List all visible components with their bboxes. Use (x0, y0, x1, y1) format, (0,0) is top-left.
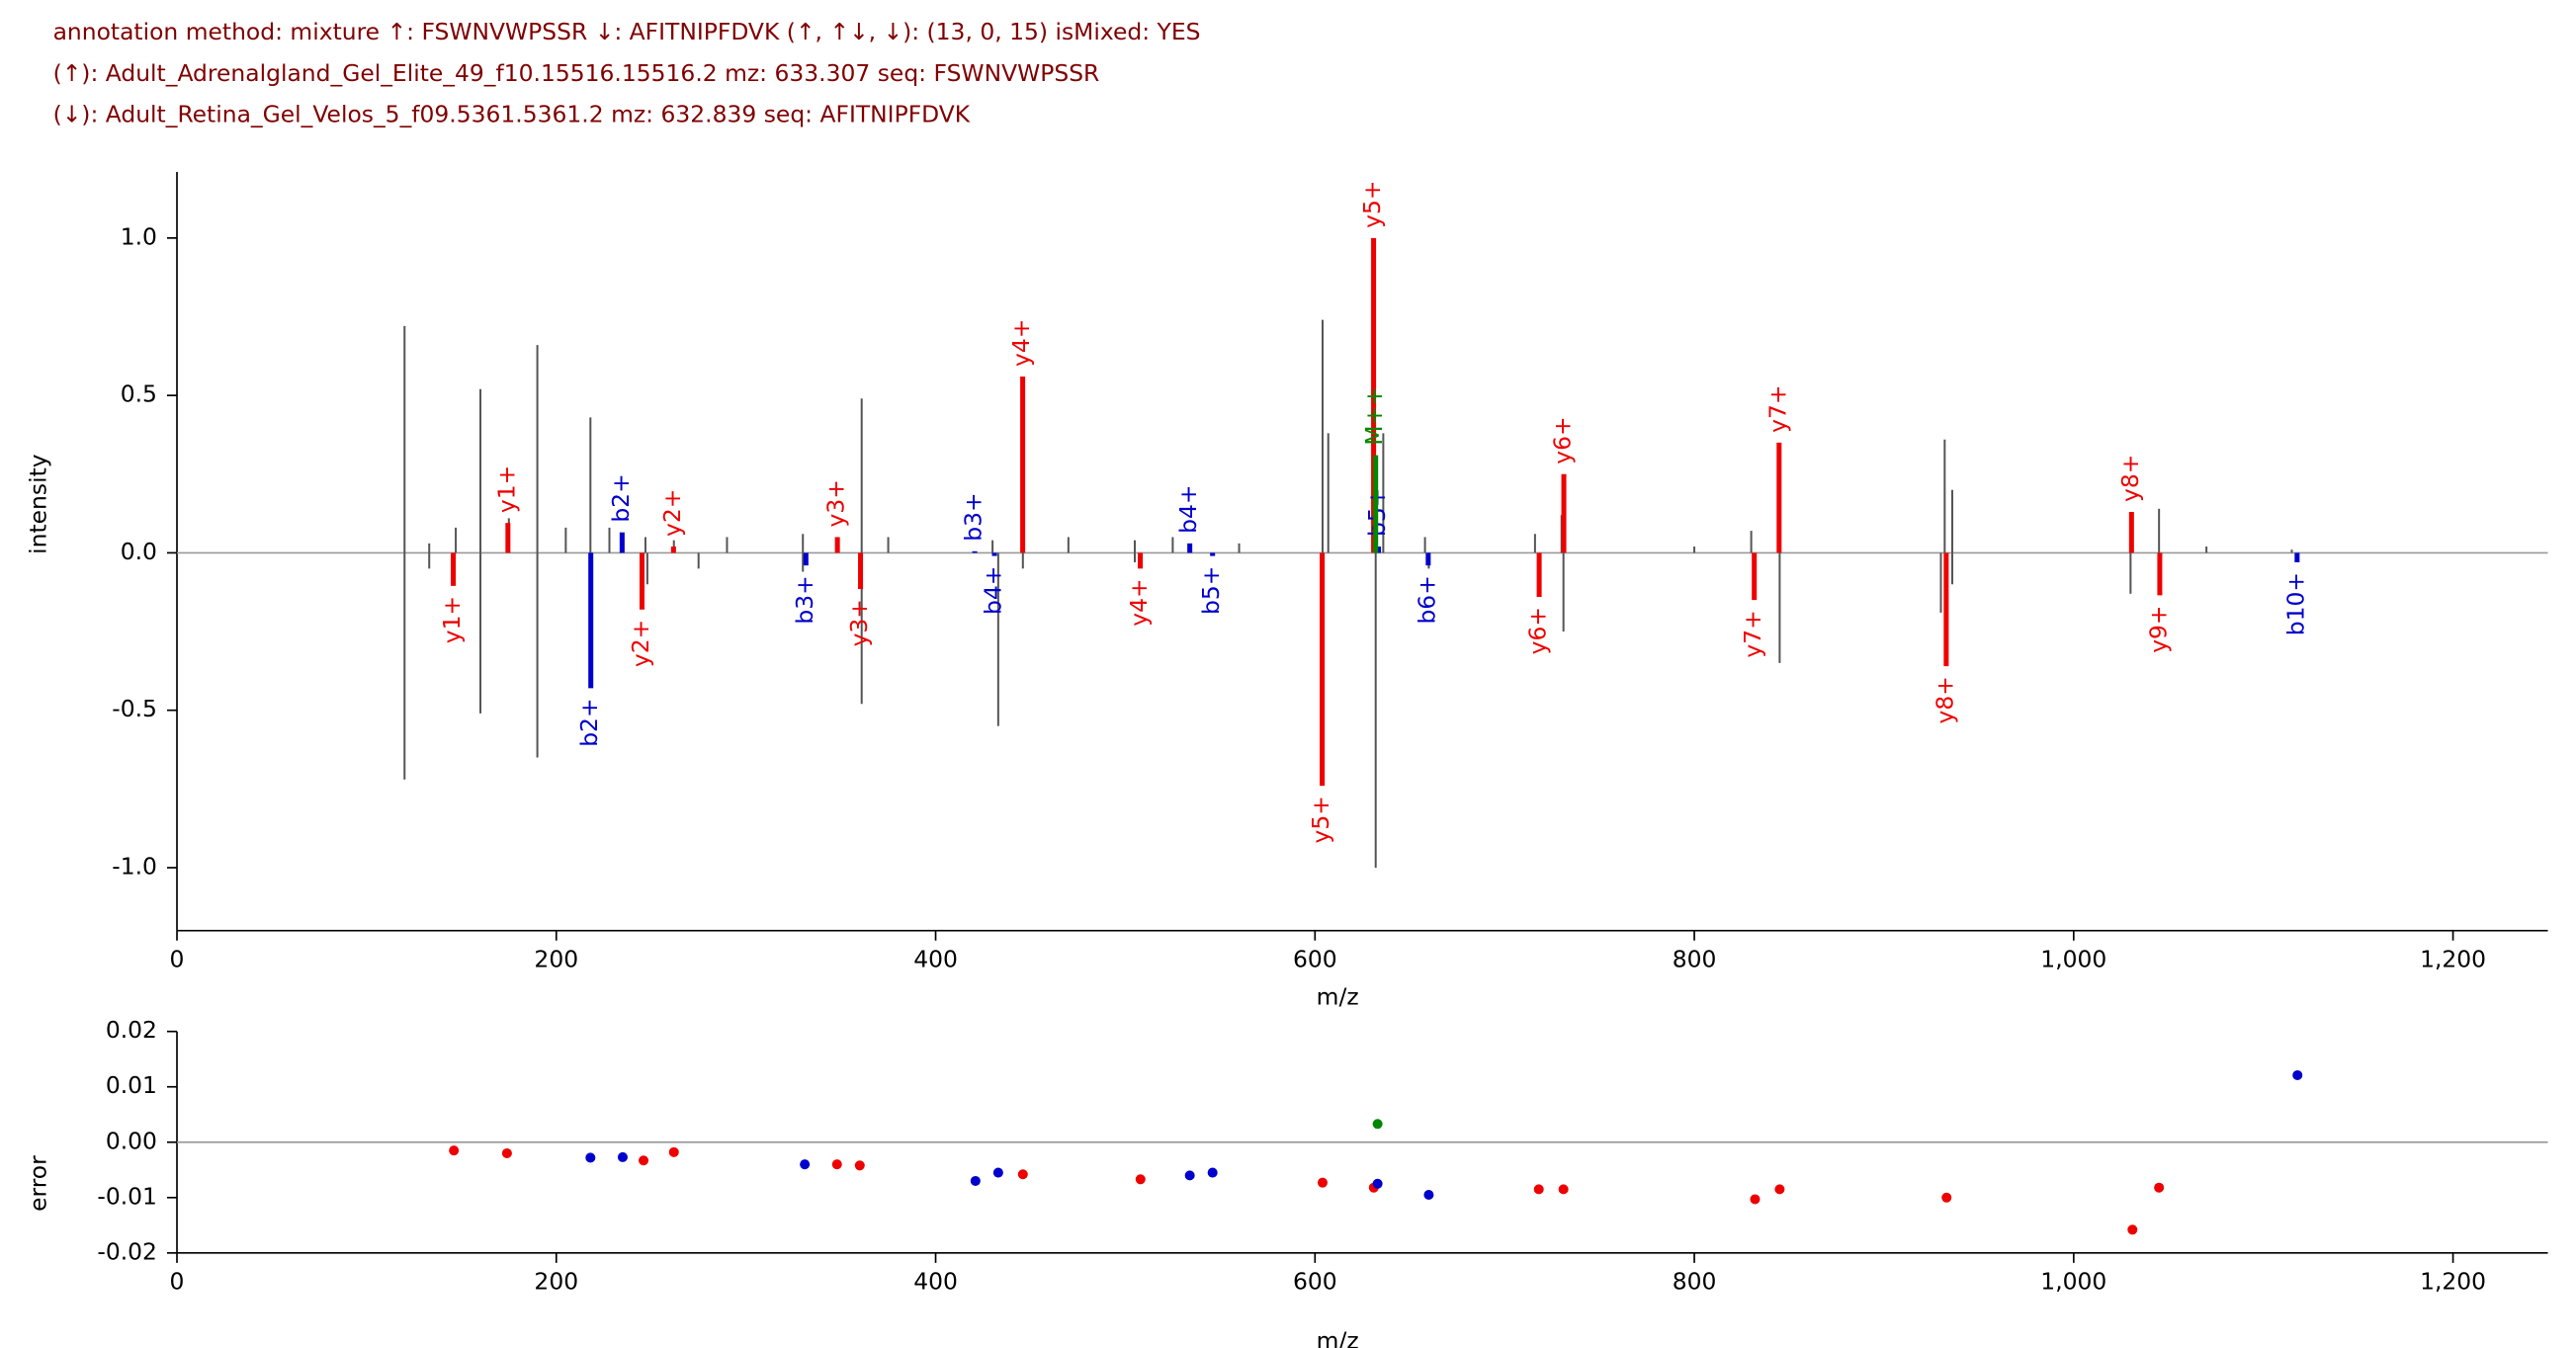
x-tick-label: 1,000 (2040, 945, 2106, 972)
error-point (1207, 1167, 1218, 1178)
peak-label: y2+ (627, 620, 654, 667)
x-tick-label: 0 (170, 1267, 185, 1295)
peak-label: y3+ (822, 479, 850, 527)
x-tick-label: 1,000 (2040, 1267, 2106, 1295)
error-point (2154, 1182, 2165, 1193)
peak-label: y3+ (845, 599, 873, 646)
peak-label: b6+ (1413, 575, 1440, 624)
x-axis-title: m/z (1317, 983, 1359, 1011)
peak-label: b4+ (980, 566, 1007, 615)
header-line: (↓): Adult_Retina_Gel_Velos_5_f09.5361.5… (53, 101, 971, 128)
error-point (1317, 1177, 1328, 1188)
peak-label: y7+ (1739, 610, 1766, 657)
peak-label: y7+ (1763, 385, 1791, 433)
error-point (1774, 1184, 1785, 1195)
error-point (1184, 1170, 1195, 1181)
peak-label: y8+ (2116, 455, 2144, 502)
error-point (800, 1159, 811, 1170)
peak-label: b4+ (1174, 484, 1202, 533)
peak-label: y4+ (1007, 319, 1035, 367)
peak-label: y1+ (492, 465, 520, 513)
peak-label: y4+ (1125, 578, 1153, 626)
y-tick-label: 0.5 (121, 380, 157, 408)
x-tick-label: 800 (1673, 945, 1717, 972)
error-point (831, 1159, 842, 1170)
error-point (668, 1146, 679, 1157)
peak-label: b5+ (1197, 566, 1225, 615)
peak-label: y5+ (1358, 180, 1386, 227)
header-line: annotation method: mixture ↑: FSWNVWPSSR… (53, 18, 1201, 45)
y-tick-label: -1.0 (112, 852, 157, 880)
peak-label: b10+ (2281, 572, 2309, 635)
peak-label: b3+ (791, 575, 818, 624)
error-point (1941, 1192, 1952, 1203)
error-point (992, 1167, 1003, 1178)
error-point (449, 1145, 460, 1156)
x-tick-label: 800 (1673, 1267, 1717, 1295)
error-point (1372, 1178, 1383, 1189)
error-point (1533, 1184, 1544, 1195)
y-tick-label: 0.00 (106, 1127, 157, 1154)
peak-label: y6+ (1524, 607, 1552, 654)
error-point (970, 1175, 981, 1187)
x-tick-label: 200 (534, 945, 578, 972)
peak-label: b2+ (575, 698, 603, 746)
x-tick-label: 1,200 (2420, 945, 2486, 972)
error-point (585, 1152, 596, 1163)
error-point (1372, 1119, 1383, 1130)
y-axis-title: intensity (25, 454, 52, 554)
x-tick-label: 0 (170, 945, 185, 972)
x-tick-label: 400 (913, 945, 958, 972)
y-tick-label: -0.02 (97, 1237, 157, 1265)
x-axis-title: m/z (1317, 1327, 1359, 1348)
peak-label: y9+ (2144, 605, 2172, 652)
x-tick-label: 200 (534, 1267, 578, 1295)
peak-label: y8+ (1931, 676, 1958, 723)
y-tick-label: -0.5 (112, 695, 157, 722)
error-point (2292, 1069, 2303, 1080)
error-point (501, 1147, 512, 1158)
peak-label: M++ (1360, 386, 1388, 445)
y-tick-label: 1.0 (121, 222, 157, 250)
header-line: (↑): Adult_Adrenalgland_Gel_Elite_49_f10… (53, 59, 1100, 87)
y-tick-label: 0.01 (106, 1071, 157, 1099)
peak-label: y5+ (1307, 796, 1334, 843)
y-tick-label: 0.0 (121, 538, 157, 565)
error-point (2127, 1224, 2138, 1235)
x-tick-label: 1,200 (2420, 1267, 2486, 1295)
error-point (1558, 1184, 1569, 1195)
error-point (639, 1155, 649, 1166)
y-tick-label: -0.01 (97, 1182, 157, 1210)
y-tick-label: 0.02 (106, 1016, 157, 1044)
error-point (1017, 1169, 1028, 1180)
y-axis-title: error (25, 1155, 52, 1212)
error-point (617, 1151, 628, 1162)
peak-label: y6+ (1549, 416, 1577, 463)
peak-label: b2+ (607, 473, 635, 522)
x-tick-label: 600 (1293, 1267, 1337, 1295)
peak-label: y1+ (438, 596, 466, 643)
error-point (1423, 1189, 1434, 1201)
error-point (854, 1160, 865, 1171)
x-tick-label: 400 (913, 1267, 958, 1295)
peak-label: y2+ (658, 489, 686, 537)
x-tick-label: 600 (1293, 945, 1337, 972)
error-point (1750, 1194, 1760, 1205)
error-point (1135, 1174, 1146, 1185)
peak-label: b3+ (960, 492, 987, 541)
